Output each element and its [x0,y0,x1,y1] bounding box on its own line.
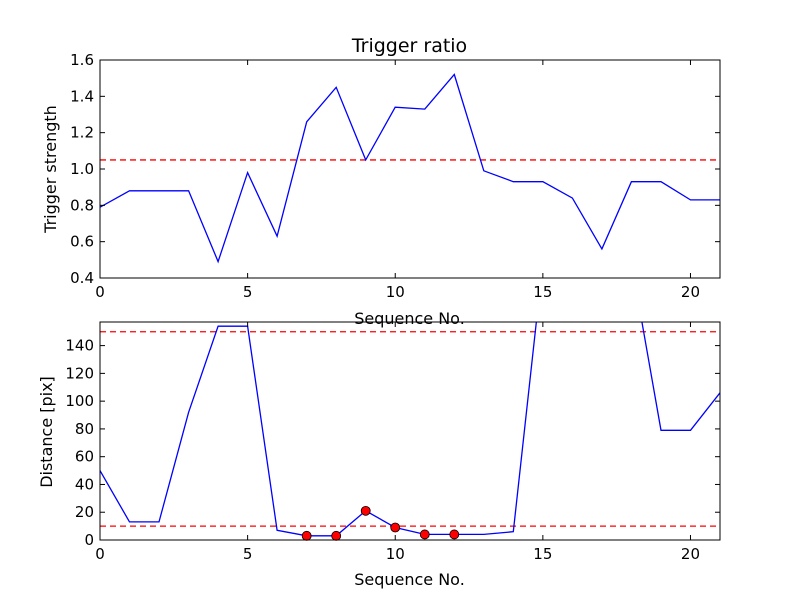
x-tick-label: 5 [243,283,253,301]
y-axis-label: Distance [pix] [37,376,56,488]
x-tick-label: 0 [95,545,105,563]
data-point-marker [331,530,342,541]
y-tick-label: 1.6 [70,51,94,69]
chart-title: Trigger ratio [351,35,467,57]
distance-chart: Sequence No. Distance [pix] 0 5 10 15 20 0 20 4… [37,321,721,589]
x-tick-label: 10 [386,545,405,563]
y-tick-label: 80 [75,420,94,438]
data-point-marker [360,505,371,516]
y-tick-label: 100 [65,392,94,410]
x-tick-label: 15 [533,283,552,301]
series-line [100,322,720,537]
x-tick-label: 10 [386,283,405,301]
y-tick-label: 0.6 [70,233,94,251]
y-tick-label: 0.4 [70,269,94,287]
x-tick-label: 0 [95,283,105,301]
y-tick-label: 60 [75,448,94,466]
x-tick-label: 20 [681,545,700,563]
x-tick-label: 20 [681,283,700,301]
data-point-marker [419,529,430,540]
data-point-marker [390,522,401,533]
plot-frame [99,321,721,541]
x-axis-label: Sequence No. [354,570,465,589]
plot-area: 0 5 10 15 20 0 20 40 60 80 100 120 140 [65,321,721,563]
y-tick-label: 20 [75,503,94,521]
plot-area: 0 5 10 15 20 0.4 0.6 0.8 1.0 1.2 1.4 1.6 [70,51,721,301]
y-tick-label: 1.4 [70,87,94,105]
y-axis-label: Trigger strength [41,105,60,234]
y-tick-label: 0.8 [70,196,94,214]
y-tick-label: 1.2 [70,124,94,142]
data-point-marker [449,529,460,540]
y-tick-label: 1.0 [70,160,94,178]
series-line [100,73,720,264]
y-tick-label: 120 [65,364,94,382]
y-tick-label: 0 [84,531,94,549]
trigger-ratio-chart: Trigger ratio Sequence No. Trigger stren… [41,35,721,328]
x-axis-label: Sequence No. [354,309,465,328]
y-tick-label: 140 [65,337,94,355]
y-tick-label: 40 [75,475,94,493]
x-tick-label: 5 [243,545,253,563]
data-point-marker [301,530,312,541]
x-tick-label: 15 [533,545,552,563]
